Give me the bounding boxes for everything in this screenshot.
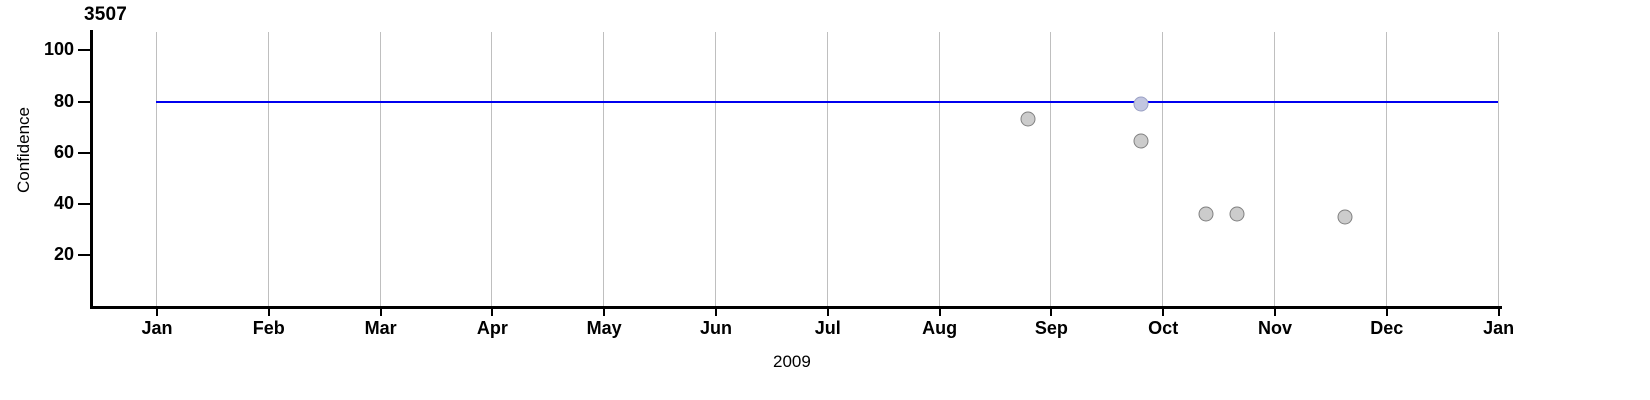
x-tick-mark [267,306,270,316]
x-tick-mark [826,306,829,316]
gridline [1162,32,1164,306]
x-tick-mark [491,306,494,316]
data-point [1337,209,1353,225]
x-tick-label: Jan [1483,318,1515,338]
data-point [1229,206,1245,222]
x-tick-mark [1385,306,1388,316]
chart-title: 3507 [84,4,128,25]
x-tick-label: Jan [141,318,173,338]
x-tick-label: Jun [699,318,733,338]
x-tick-label: Dec [1370,318,1404,338]
gridline [491,32,493,306]
y-tick-label: 20 [53,243,74,264]
x-tick-label: Nov [1257,318,1293,338]
gridline [603,32,605,306]
gridline [1497,32,1499,306]
gridline [267,32,269,306]
gridline [715,32,716,306]
gridline [1050,32,1052,306]
y-tick-label: 80 [53,90,74,111]
gridline [1385,32,1387,306]
data-point [1133,96,1149,112]
threshold-line [156,100,1498,103]
x-tick-mark [1274,306,1276,316]
data-point [1133,133,1149,149]
gridline [379,32,381,306]
x-tick-mark [1497,306,1500,316]
x-axis-title: 2009 [773,352,811,371]
y-tick-label: 100 [43,39,74,60]
gridline [156,32,157,306]
x-tick-mark [938,306,941,316]
y-tick-label: 40 [53,192,74,213]
gridline [1274,32,1275,306]
x-axis-line [90,306,1502,309]
y-tick-mark [78,100,90,103]
x-tick-label: Aug [922,318,958,338]
x-tick-label: Jul [814,318,841,338]
x-tick-label: Feb [252,318,285,338]
gridline [826,32,828,306]
x-tick-label: May [586,318,622,338]
y-tick-label: 60 [53,141,74,162]
y-tick-mark [78,202,90,205]
x-tick-mark [156,306,158,316]
x-tick-label: Oct [1148,318,1179,338]
y-tick-mark [78,151,90,154]
y-axis-line [90,30,93,306]
x-tick-label: Apr [476,318,508,338]
y-axis-title: Confidence [14,107,33,194]
x-tick-label: Sep [1034,318,1068,338]
data-point [1020,111,1036,127]
x-tick-mark [1050,306,1053,316]
x-tick-label: Mar [364,318,397,338]
x-tick-mark [603,306,606,316]
gridline [938,32,940,306]
y-tick-mark [78,49,90,52]
data-point [1198,206,1214,222]
x-tick-mark [715,306,717,316]
x-tick-mark [1162,306,1165,316]
y-tick-mark [78,253,90,256]
x-tick-mark [379,306,382,316]
